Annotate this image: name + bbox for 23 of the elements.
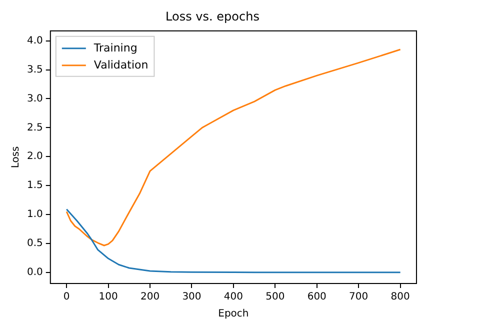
x-tick-label: 300	[182, 292, 202, 303]
legend-label: Training	[92, 41, 138, 54]
y-tick-label: 3.0	[26, 93, 43, 104]
y-tick-label: 1.0	[26, 209, 43, 220]
x-tick-label: 600	[307, 292, 326, 303]
y-tick-label: 1.5	[26, 180, 43, 192]
y-tick-label: 3.5	[26, 64, 43, 76]
y-tick-label: 2.5	[26, 122, 43, 134]
x-tick-label: 800	[390, 292, 410, 303]
y-axis-title: Loss	[10, 146, 22, 168]
y-tick-label: 0.0	[26, 267, 43, 278]
x-tick-label: 0	[63, 292, 70, 303]
x-axis-title: Epoch	[218, 308, 249, 320]
y-tick-label: 4.0	[26, 35, 43, 46]
x-tick-label: 400	[224, 292, 243, 303]
x-tick-label: 700	[349, 292, 368, 303]
x-tick-label: 100	[98, 292, 118, 303]
chart-title: Loss vs. epochs	[166, 9, 260, 24]
legend-label: Validation	[94, 58, 148, 72]
x-tick-label: 500	[266, 292, 285, 303]
x-tick-label: 200	[140, 292, 160, 303]
y-tick-label: 2.0	[26, 151, 43, 162]
y-tick-label: 0.5	[26, 238, 43, 250]
